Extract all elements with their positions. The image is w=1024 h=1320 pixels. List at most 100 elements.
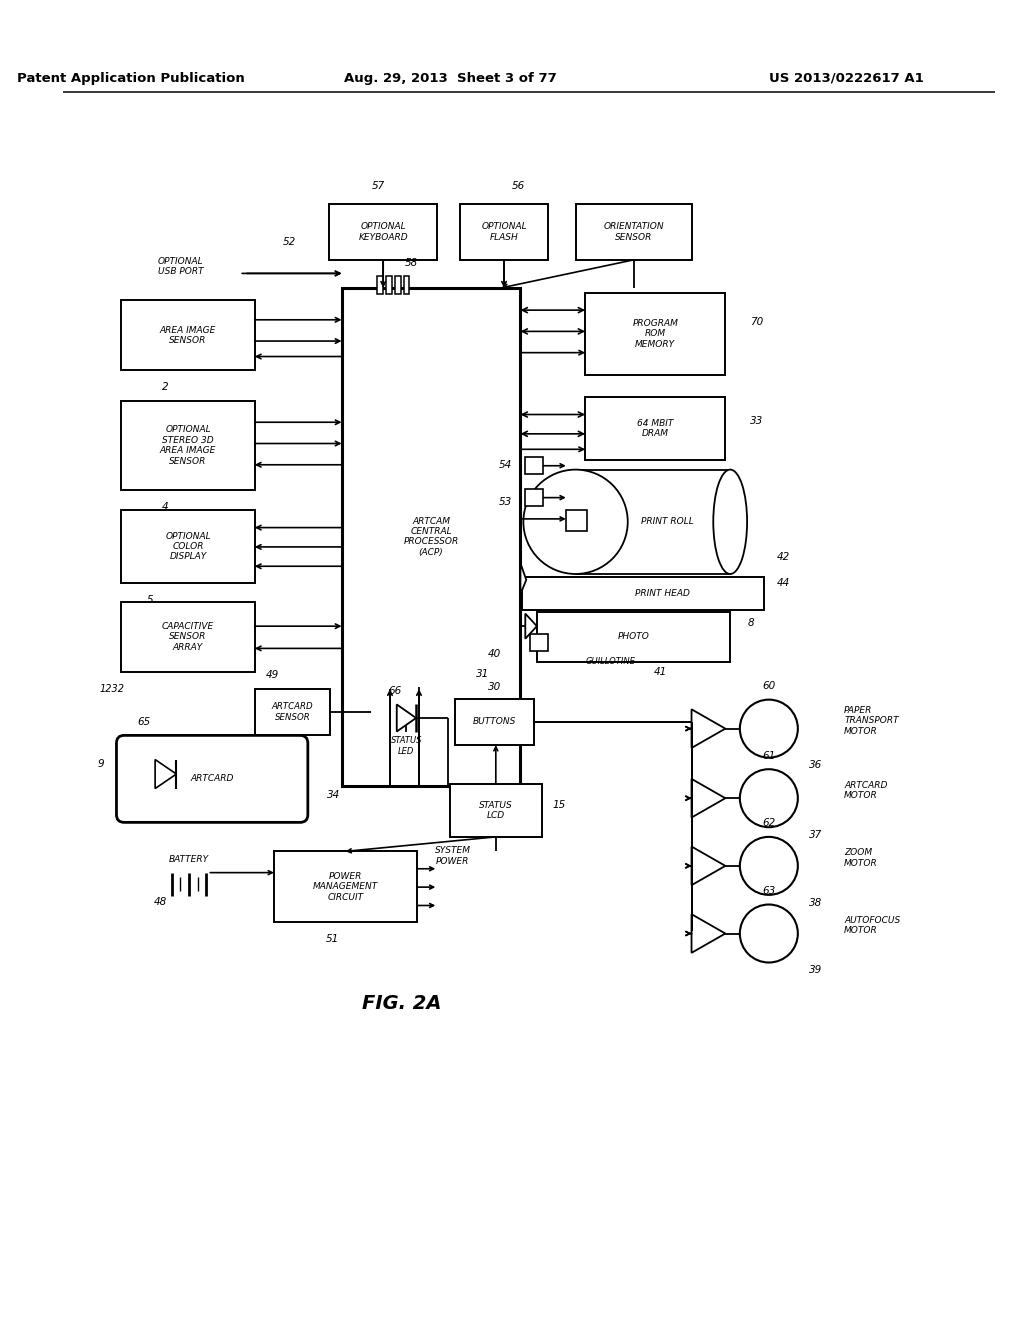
- Bar: [386, 276, 392, 294]
- Text: 33: 33: [750, 416, 763, 426]
- Text: 41: 41: [654, 667, 668, 677]
- Text: 58: 58: [404, 257, 418, 268]
- Text: 53: 53: [499, 498, 512, 507]
- Text: 57: 57: [372, 181, 385, 191]
- Text: PRINT HEAD: PRINT HEAD: [635, 589, 690, 598]
- Text: ORIENTATION
SENSOR: ORIENTATION SENSOR: [603, 222, 664, 242]
- Text: AREA IMAGE
SENSOR: AREA IMAGE SENSOR: [160, 326, 216, 345]
- Text: ZOOM
MOTOR: ZOOM MOTOR: [844, 849, 878, 867]
- Text: STATUS
LED: STATUS LED: [391, 737, 422, 756]
- Text: 61: 61: [762, 751, 775, 760]
- Bar: [121, 511, 255, 582]
- Text: 65: 65: [137, 717, 151, 727]
- Bar: [525, 488, 543, 507]
- Text: 60: 60: [762, 681, 775, 692]
- Bar: [530, 634, 548, 651]
- Text: 30: 30: [487, 682, 501, 692]
- Text: 44: 44: [777, 578, 790, 587]
- Text: 62: 62: [762, 818, 775, 829]
- Text: 56: 56: [512, 181, 525, 191]
- Text: OPTIONAL
USB PORT: OPTIONAL USB PORT: [158, 257, 204, 276]
- Text: 49: 49: [265, 671, 279, 681]
- Text: 31: 31: [476, 669, 489, 680]
- Polygon shape: [525, 614, 537, 639]
- Text: POWER
MANAGEMENT
CIRCUIT: POWER MANAGEMENT CIRCUIT: [313, 871, 378, 902]
- Text: US 2013/0222617 A1: US 2013/0222617 A1: [769, 71, 924, 84]
- Text: ARTCARD
SENSOR: ARTCARD SENSOR: [271, 702, 313, 722]
- Bar: [255, 689, 330, 735]
- Bar: [575, 203, 691, 260]
- Text: FIG. 2A: FIG. 2A: [361, 994, 441, 1012]
- Circle shape: [523, 470, 628, 574]
- Bar: [121, 301, 255, 370]
- Text: 54: 54: [499, 459, 512, 470]
- Text: 39: 39: [809, 965, 822, 975]
- Text: ARTCARD: ARTCARD: [190, 775, 233, 783]
- Polygon shape: [520, 564, 526, 594]
- Text: 70: 70: [750, 317, 763, 327]
- Text: OPTIONAL
COLOR
DISPLAY: OPTIONAL COLOR DISPLAY: [165, 532, 211, 561]
- Text: 63: 63: [762, 886, 775, 896]
- Text: 37: 37: [809, 830, 822, 840]
- Bar: [460, 203, 549, 260]
- Bar: [395, 276, 400, 294]
- Bar: [329, 203, 437, 260]
- Text: ARTCARD
MOTOR: ARTCARD MOTOR: [844, 780, 888, 800]
- Text: 42: 42: [777, 552, 790, 561]
- Text: 4: 4: [162, 503, 168, 512]
- Bar: [121, 602, 255, 672]
- Bar: [342, 288, 520, 785]
- Bar: [121, 401, 255, 490]
- Polygon shape: [396, 705, 416, 731]
- Text: 34: 34: [328, 791, 341, 800]
- Circle shape: [740, 904, 798, 962]
- Bar: [378, 276, 383, 294]
- Text: STATUS
LCD: STATUS LCD: [479, 801, 513, 820]
- Bar: [537, 611, 730, 661]
- Text: 5: 5: [147, 595, 154, 605]
- Text: BATTERY: BATTERY: [169, 854, 209, 863]
- Text: 38: 38: [809, 898, 822, 908]
- Text: PRINT ROLL: PRINT ROLL: [641, 517, 693, 527]
- Ellipse shape: [714, 470, 748, 574]
- Polygon shape: [691, 915, 725, 953]
- Circle shape: [740, 770, 798, 828]
- Text: OPTIONAL
KEYBOARD: OPTIONAL KEYBOARD: [358, 222, 408, 242]
- Text: ARTCAM
CENTRAL
PROCESSOR
(ACP): ARTCAM CENTRAL PROCESSOR (ACP): [403, 516, 459, 557]
- Text: Aug. 29, 2013  Sheet 3 of 77: Aug. 29, 2013 Sheet 3 of 77: [343, 71, 556, 84]
- Bar: [585, 293, 725, 375]
- Bar: [575, 470, 730, 574]
- Text: 40: 40: [487, 649, 501, 659]
- Text: 8: 8: [749, 618, 755, 628]
- Text: GUILLOTINE: GUILLOTINE: [585, 657, 635, 667]
- Text: 2: 2: [162, 383, 168, 392]
- Text: OPTIONAL
STEREO 3D
AREA IMAGE
SENSOR: OPTIONAL STEREO 3D AREA IMAGE SENSOR: [160, 425, 216, 466]
- Bar: [585, 397, 725, 459]
- Text: 36: 36: [809, 760, 822, 771]
- Text: Patent Application Publication: Patent Application Publication: [17, 71, 245, 84]
- Text: 51: 51: [326, 935, 339, 944]
- Bar: [274, 851, 417, 921]
- FancyBboxPatch shape: [117, 735, 308, 822]
- Text: 52: 52: [283, 238, 296, 247]
- Text: PAPER
TRANSPORT
MOTOR: PAPER TRANSPORT MOTOR: [844, 706, 899, 735]
- Text: OPTIONAL
FLASH: OPTIONAL FLASH: [481, 222, 526, 242]
- Text: 48: 48: [154, 896, 167, 907]
- Bar: [522, 577, 764, 610]
- Text: BUTTONS: BUTTONS: [473, 717, 516, 726]
- Text: 66: 66: [388, 686, 401, 696]
- Text: AUTOFOCUS
MOTOR: AUTOFOCUS MOTOR: [844, 916, 900, 936]
- Text: PROGRAM
ROM
MEMORY: PROGRAM ROM MEMORY: [633, 319, 678, 348]
- Bar: [403, 276, 410, 294]
- Text: PHOTO: PHOTO: [617, 632, 649, 642]
- Text: 9: 9: [97, 759, 104, 770]
- Circle shape: [740, 700, 798, 758]
- Polygon shape: [691, 779, 725, 817]
- Polygon shape: [691, 846, 725, 886]
- Text: 15: 15: [553, 800, 565, 810]
- Text: 1232: 1232: [99, 684, 124, 694]
- Bar: [525, 457, 543, 474]
- Text: 64 MBIT
DRAM: 64 MBIT DRAM: [637, 418, 674, 438]
- Polygon shape: [155, 759, 176, 788]
- Bar: [455, 698, 534, 744]
